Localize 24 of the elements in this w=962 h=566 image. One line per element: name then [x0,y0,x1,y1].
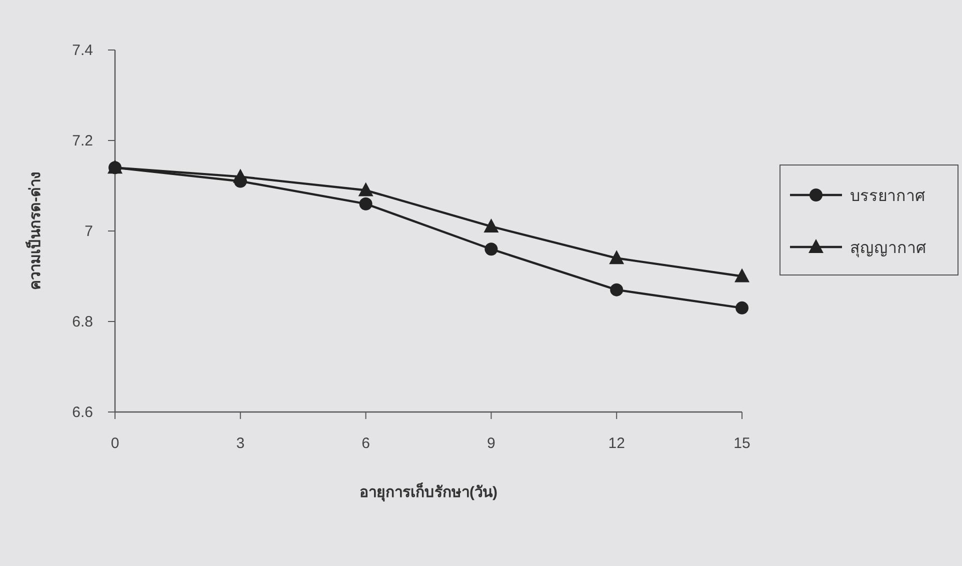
point [359,197,372,210]
y-tick-label: 7 [84,223,93,240]
point [736,301,748,314]
point [484,242,498,256]
x-tick-label: 15 [734,435,750,452]
y-axis-title: ความเป็นกรด-ด่าง [25,172,44,290]
point [358,182,374,196]
point [609,250,624,264]
x-tick-label: 0 [110,435,120,452]
point [484,218,499,232]
point [734,268,750,282]
y-tick-label: 6.6 [72,404,93,421]
x-axis-title: อายุการเก็บรักษา(วัน) [360,482,498,502]
x-tick-label: 12 [608,435,625,452]
legend-label: สุญญากาศ [850,240,926,258]
point [232,168,248,183]
legend-label: บรรยากาศ [850,188,925,205]
y-tick-label: 6.8 [72,314,93,330]
y-tick-label: 7.2 [72,132,93,150]
point [610,283,624,296]
x-tick-label: 6 [362,435,370,452]
x-tick-label: 9 [487,435,496,452]
y-tick-label: 7.4 [72,42,93,59]
x-tick-label: 3 [236,435,245,452]
